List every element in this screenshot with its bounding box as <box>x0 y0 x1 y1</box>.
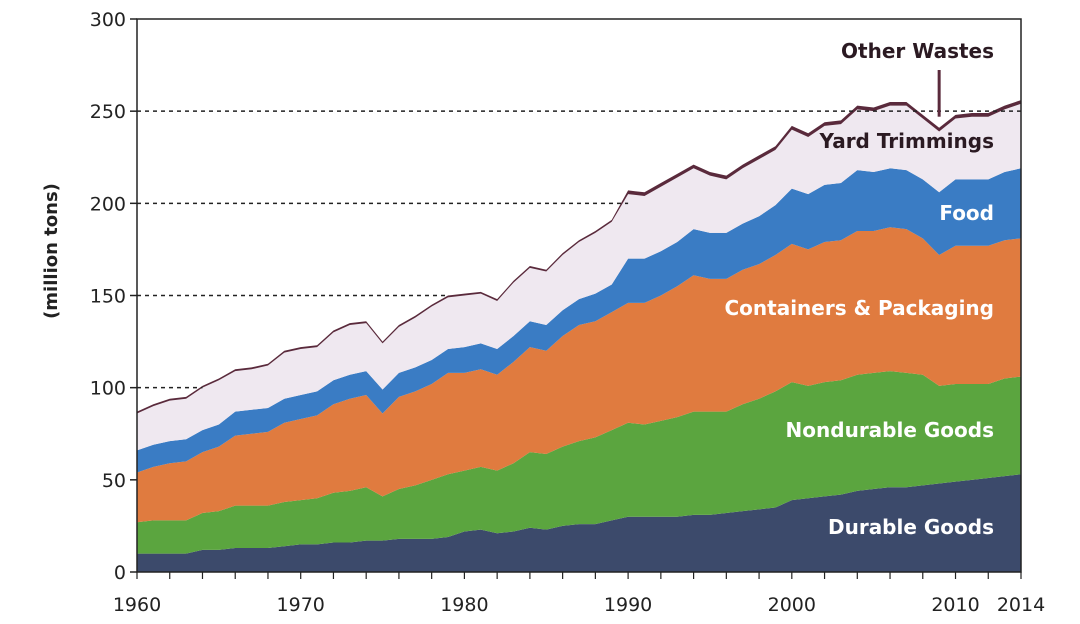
label-containers-packaging: Containers & Packaging <box>724 296 994 320</box>
label-durable-goods: Durable Goods <box>828 515 994 539</box>
y-tick-label: 250 <box>90 101 126 123</box>
y-axis: 0 50 100 150 200 250 300 <box>90 9 137 584</box>
area-yard-trimmings <box>137 103 1021 451</box>
series-labels: Durable Goods Nondurable Goods Containers … <box>724 39 994 539</box>
area-durable-goods <box>137 474 1021 572</box>
label-yard-trimmings: Yard Trimmings <box>819 129 994 153</box>
y-axis-label: (million tons) <box>41 183 62 319</box>
y-tick-label: 200 <box>90 193 126 215</box>
x-tick-label: 2010 <box>931 594 979 616</box>
x-tick-label: 2000 <box>768 594 816 616</box>
area-containers-packaging <box>137 227 1021 523</box>
area-food <box>137 168 1021 473</box>
y-tick-label: 0 <box>114 562 126 584</box>
label-nondurable-goods: Nondurable Goods <box>786 418 994 442</box>
x-tick-label: 2014 <box>997 594 1045 616</box>
y-tick-label: 50 <box>102 470 126 492</box>
label-other-wastes: Other Wastes <box>841 39 994 63</box>
label-food: Food <box>939 201 994 225</box>
x-tick-label: 1980 <box>440 594 488 616</box>
y-tick-label: 150 <box>90 286 126 308</box>
y-tick-label: 300 <box>90 9 126 31</box>
x-axis: 1960 1970 1980 1990 2000 2010 2014 <box>113 572 1045 616</box>
reference-lines <box>137 110 1021 389</box>
x-tick-label: 1960 <box>113 594 161 616</box>
area-nondurable-goods <box>137 371 1021 554</box>
area-layer <box>137 100 1021 572</box>
x-tick-label: 1970 <box>277 594 325 616</box>
y-tick-label: 100 <box>90 378 126 400</box>
x-tick-label: 1990 <box>604 594 652 616</box>
